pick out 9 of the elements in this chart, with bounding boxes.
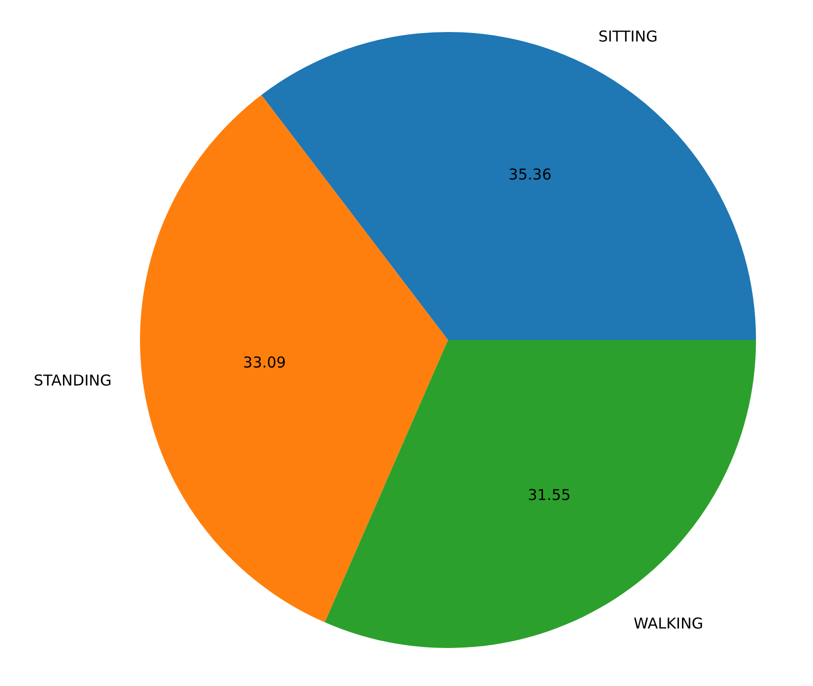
pie-slice <box>324 340 756 648</box>
slice-label: WALKING <box>634 614 704 633</box>
pie-slice <box>261 32 756 340</box>
data-label: 35.36 <box>508 166 552 184</box>
pie-slice <box>140 94 448 622</box>
slice-label: SITTING <box>598 28 658 46</box>
data-label: 33.09 <box>243 353 286 372</box>
data-label: 31.55 <box>528 486 571 504</box>
slice-label: STANDING <box>34 372 112 390</box>
